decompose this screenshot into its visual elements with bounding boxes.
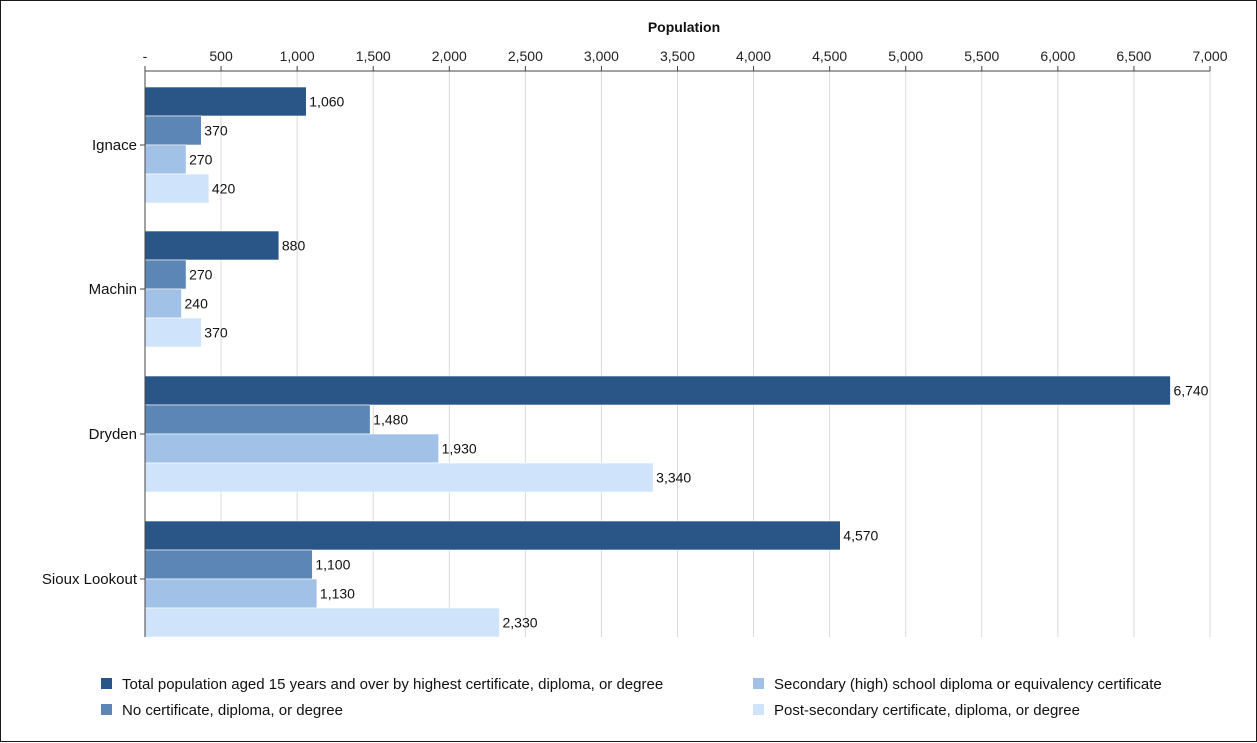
legend-swatch (101, 704, 112, 715)
legend-label: Secondary (high) school diploma or equiv… (774, 676, 1162, 693)
data-label: 1,060 (309, 94, 344, 110)
bar (144, 86, 307, 117)
data-label: 1,130 (320, 586, 355, 602)
data-labels: 1,060 370 270 420 880 270 240 370 6,740 1,480 1,93… (185, 94, 1209, 631)
data-label: 270 (189, 267, 213, 283)
bar (144, 173, 210, 204)
legend-label: Total population aged 15 years and over … (122, 676, 663, 693)
x-tick-label: 2,000 (432, 48, 467, 64)
data-label: 4,570 (843, 528, 878, 544)
bar (144, 375, 1171, 406)
x-tick-label: 1,500 (356, 48, 391, 64)
bar (144, 433, 439, 464)
x-tick-label: 2,500 (508, 48, 543, 64)
data-label: 1,930 (442, 441, 477, 457)
gridlines (220, 71, 1211, 637)
x-tick-label: 3,000 (584, 48, 619, 64)
category-label: Sioux Lookout (42, 571, 138, 588)
bar (144, 462, 654, 493)
axes: Population - 500 1,000 1,500 2,000 2,500 3,000… (42, 19, 1228, 637)
x-tick-label: 500 (209, 48, 233, 64)
data-label: 2,330 (502, 615, 537, 631)
data-label: 240 (185, 296, 209, 312)
legend-label: Post-secondary certificate, diploma, or … (774, 702, 1080, 719)
bar (144, 404, 371, 435)
bar (144, 259, 187, 290)
x-tick-label: 4,000 (736, 48, 771, 64)
x-tick-label: 1,000 (280, 48, 315, 64)
bar (144, 520, 841, 551)
x-tick-label: 4,500 (812, 48, 847, 64)
legend-swatch (753, 678, 764, 689)
bars (144, 86, 1171, 638)
data-label: 370 (204, 123, 228, 139)
x-axis-title: Population (648, 19, 720, 35)
bar (144, 578, 318, 609)
data-label: 1,480 (373, 412, 408, 428)
category-label: Machin (89, 281, 137, 298)
data-label: 880 (282, 238, 306, 254)
legend-label: No certificate, diploma, or degree (122, 702, 343, 719)
x-tick-label: 6,000 (1040, 48, 1075, 64)
x-tick-label: 3,500 (660, 48, 695, 64)
data-label: 3,340 (656, 470, 691, 486)
bar (144, 317, 202, 348)
x-tick-label: 5,000 (888, 48, 923, 64)
category-label: Ignace (92, 137, 137, 154)
data-label: 270 (189, 152, 213, 168)
bar (144, 288, 182, 319)
bar (144, 144, 187, 175)
bar (144, 549, 313, 580)
legend-swatch (753, 704, 764, 715)
data-label: 6,740 (1173, 383, 1208, 399)
bar (144, 607, 500, 638)
data-label: 1,100 (315, 557, 350, 573)
bar (144, 230, 280, 261)
x-tick-label: 5,500 (964, 48, 999, 64)
legend-swatch (101, 678, 112, 689)
bar (144, 115, 202, 146)
data-label: 370 (204, 325, 228, 341)
x-tick-label: 6,500 (1116, 48, 1151, 64)
x-tick-label: 7,000 (1192, 48, 1227, 64)
category-label: Dryden (89, 426, 137, 443)
x-tick-label: - (143, 48, 148, 64)
data-label: 420 (212, 181, 236, 197)
legend: Total population aged 15 years and over … (101, 676, 1162, 719)
